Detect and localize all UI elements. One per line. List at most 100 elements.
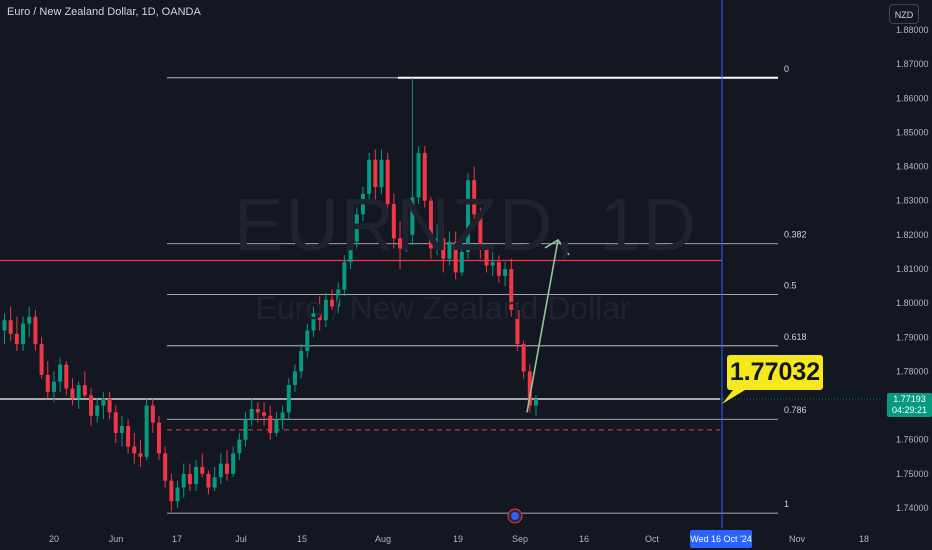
currency-button[interactable]: NZD — [889, 4, 919, 24]
candle-body — [89, 395, 94, 416]
candle-body — [422, 152, 427, 201]
candle-body — [317, 313, 322, 321]
watermark-ticker: EURNZD, 1D — [233, 183, 699, 266]
candle-body — [249, 408, 254, 420]
candle-body — [27, 316, 32, 324]
candle-body — [354, 214, 359, 242]
price-axis[interactable] — [880, 0, 932, 528]
candle-body — [39, 344, 44, 375]
candle-body — [398, 238, 403, 249]
price-callout[interactable]: 1.77032 — [727, 355, 823, 390]
candle-body — [515, 309, 520, 345]
candle-body — [268, 415, 273, 433]
fib-level-label: 1 — [784, 499, 789, 509]
candle-body — [441, 238, 446, 259]
y-tick-label: 1.81000 — [896, 264, 929, 274]
chart-overlays — [507, 238, 745, 524]
candle-body — [175, 487, 180, 502]
candle-body — [14, 333, 19, 345]
candle-body — [262, 412, 267, 416]
candle-body — [51, 381, 56, 392]
candle-body — [95, 405, 100, 416]
x-tick-label: 15 — [297, 534, 307, 544]
candle-body — [305, 330, 310, 351]
candle-body — [274, 419, 279, 433]
candle-body — [206, 473, 211, 488]
y-tick-label: 1.88000 — [896, 25, 929, 35]
candle-body — [181, 473, 186, 488]
x-tick-label: 18 — [859, 534, 869, 544]
y-tick-label: 1.86000 — [896, 93, 929, 103]
fib-level-label: 0.382 — [784, 230, 807, 240]
candle-body — [379, 159, 384, 188]
x-tick-label: 19 — [453, 534, 463, 544]
y-tick-label: 1.79000 — [896, 332, 929, 342]
x-tick-label: Sep — [512, 534, 528, 544]
candle-body — [527, 371, 532, 406]
x-tick-label: Jun — [109, 534, 124, 544]
candle-body — [410, 197, 415, 235]
candle-body — [478, 214, 483, 249]
candle-body — [280, 412, 285, 420]
candle-body — [150, 405, 155, 423]
candle-body — [21, 323, 26, 345]
x-tick-label: Jul — [235, 534, 247, 544]
candle-body — [484, 248, 489, 266]
candle-body — [169, 480, 174, 502]
candle-body — [2, 320, 7, 331]
x-tick-label: 17 — [172, 534, 182, 544]
drawing-lines[interactable] — [0, 0, 886, 528]
candle-body — [385, 159, 390, 205]
y-tick-label: 1.83000 — [896, 196, 929, 206]
symbol-title[interactable]: Euro / New Zealand Dollar, 1D, OANDA — [7, 6, 201, 18]
candle-body — [194, 467, 199, 485]
candle-body — [428, 200, 433, 249]
candle-body — [58, 364, 63, 382]
candle-body — [212, 477, 217, 488]
x-tick-label: 16 — [579, 534, 589, 544]
candle-body — [255, 408, 260, 413]
candle-body — [286, 385, 291, 413]
candle-body — [360, 193, 365, 215]
y-tick-label: 1.80000 — [896, 298, 929, 308]
time-axis-ticks: 20 Jun 17 Jul 15 Aug 19 Sep 16 Oct Nov 18 — [49, 534, 869, 544]
candle-body — [348, 241, 353, 263]
candle-body — [453, 241, 458, 273]
y-tick-label: 1.85000 — [896, 127, 929, 137]
candle-body — [8, 320, 13, 334]
candle-body — [113, 412, 118, 433]
candle-body — [243, 419, 248, 440]
candle-body — [45, 374, 50, 392]
candle-body — [416, 152, 421, 198]
candle-body — [459, 251, 464, 273]
y-tick-label: 1.84000 — [896, 162, 929, 172]
projection-arrow-head — [544, 238, 570, 256]
candle-body — [496, 262, 501, 276]
candle-body — [367, 159, 372, 194]
candle-body — [187, 473, 192, 485]
y-tick-label: 1.82000 — [896, 230, 929, 240]
candle-body — [231, 453, 236, 474]
candlestick-series — [2, 77, 538, 512]
watermark-name: Euro / New Zealand Dollar — [255, 290, 631, 326]
candle-body — [144, 405, 149, 457]
candle-body — [126, 426, 131, 447]
fib-level-label: 0.786 — [784, 405, 807, 415]
candle-body — [466, 180, 470, 252]
y-tick-label: 1.75000 — [896, 469, 929, 479]
callout-pointer — [722, 390, 745, 404]
candle-body — [76, 385, 81, 399]
candle-body — [218, 463, 223, 478]
candle-body — [503, 269, 508, 276]
fib-level-label: 0 — [784, 64, 789, 74]
fib-level-label: 0.5 — [784, 281, 797, 291]
event-marker-inner — [511, 512, 519, 520]
candle-body — [342, 262, 347, 290]
x-tick-label: 20 — [49, 534, 59, 544]
y-tick-label: 1.78000 — [896, 366, 929, 376]
candle-body — [336, 289, 341, 307]
fib-level-label: 0.618 — [784, 332, 807, 342]
candle-body — [82, 385, 87, 396]
